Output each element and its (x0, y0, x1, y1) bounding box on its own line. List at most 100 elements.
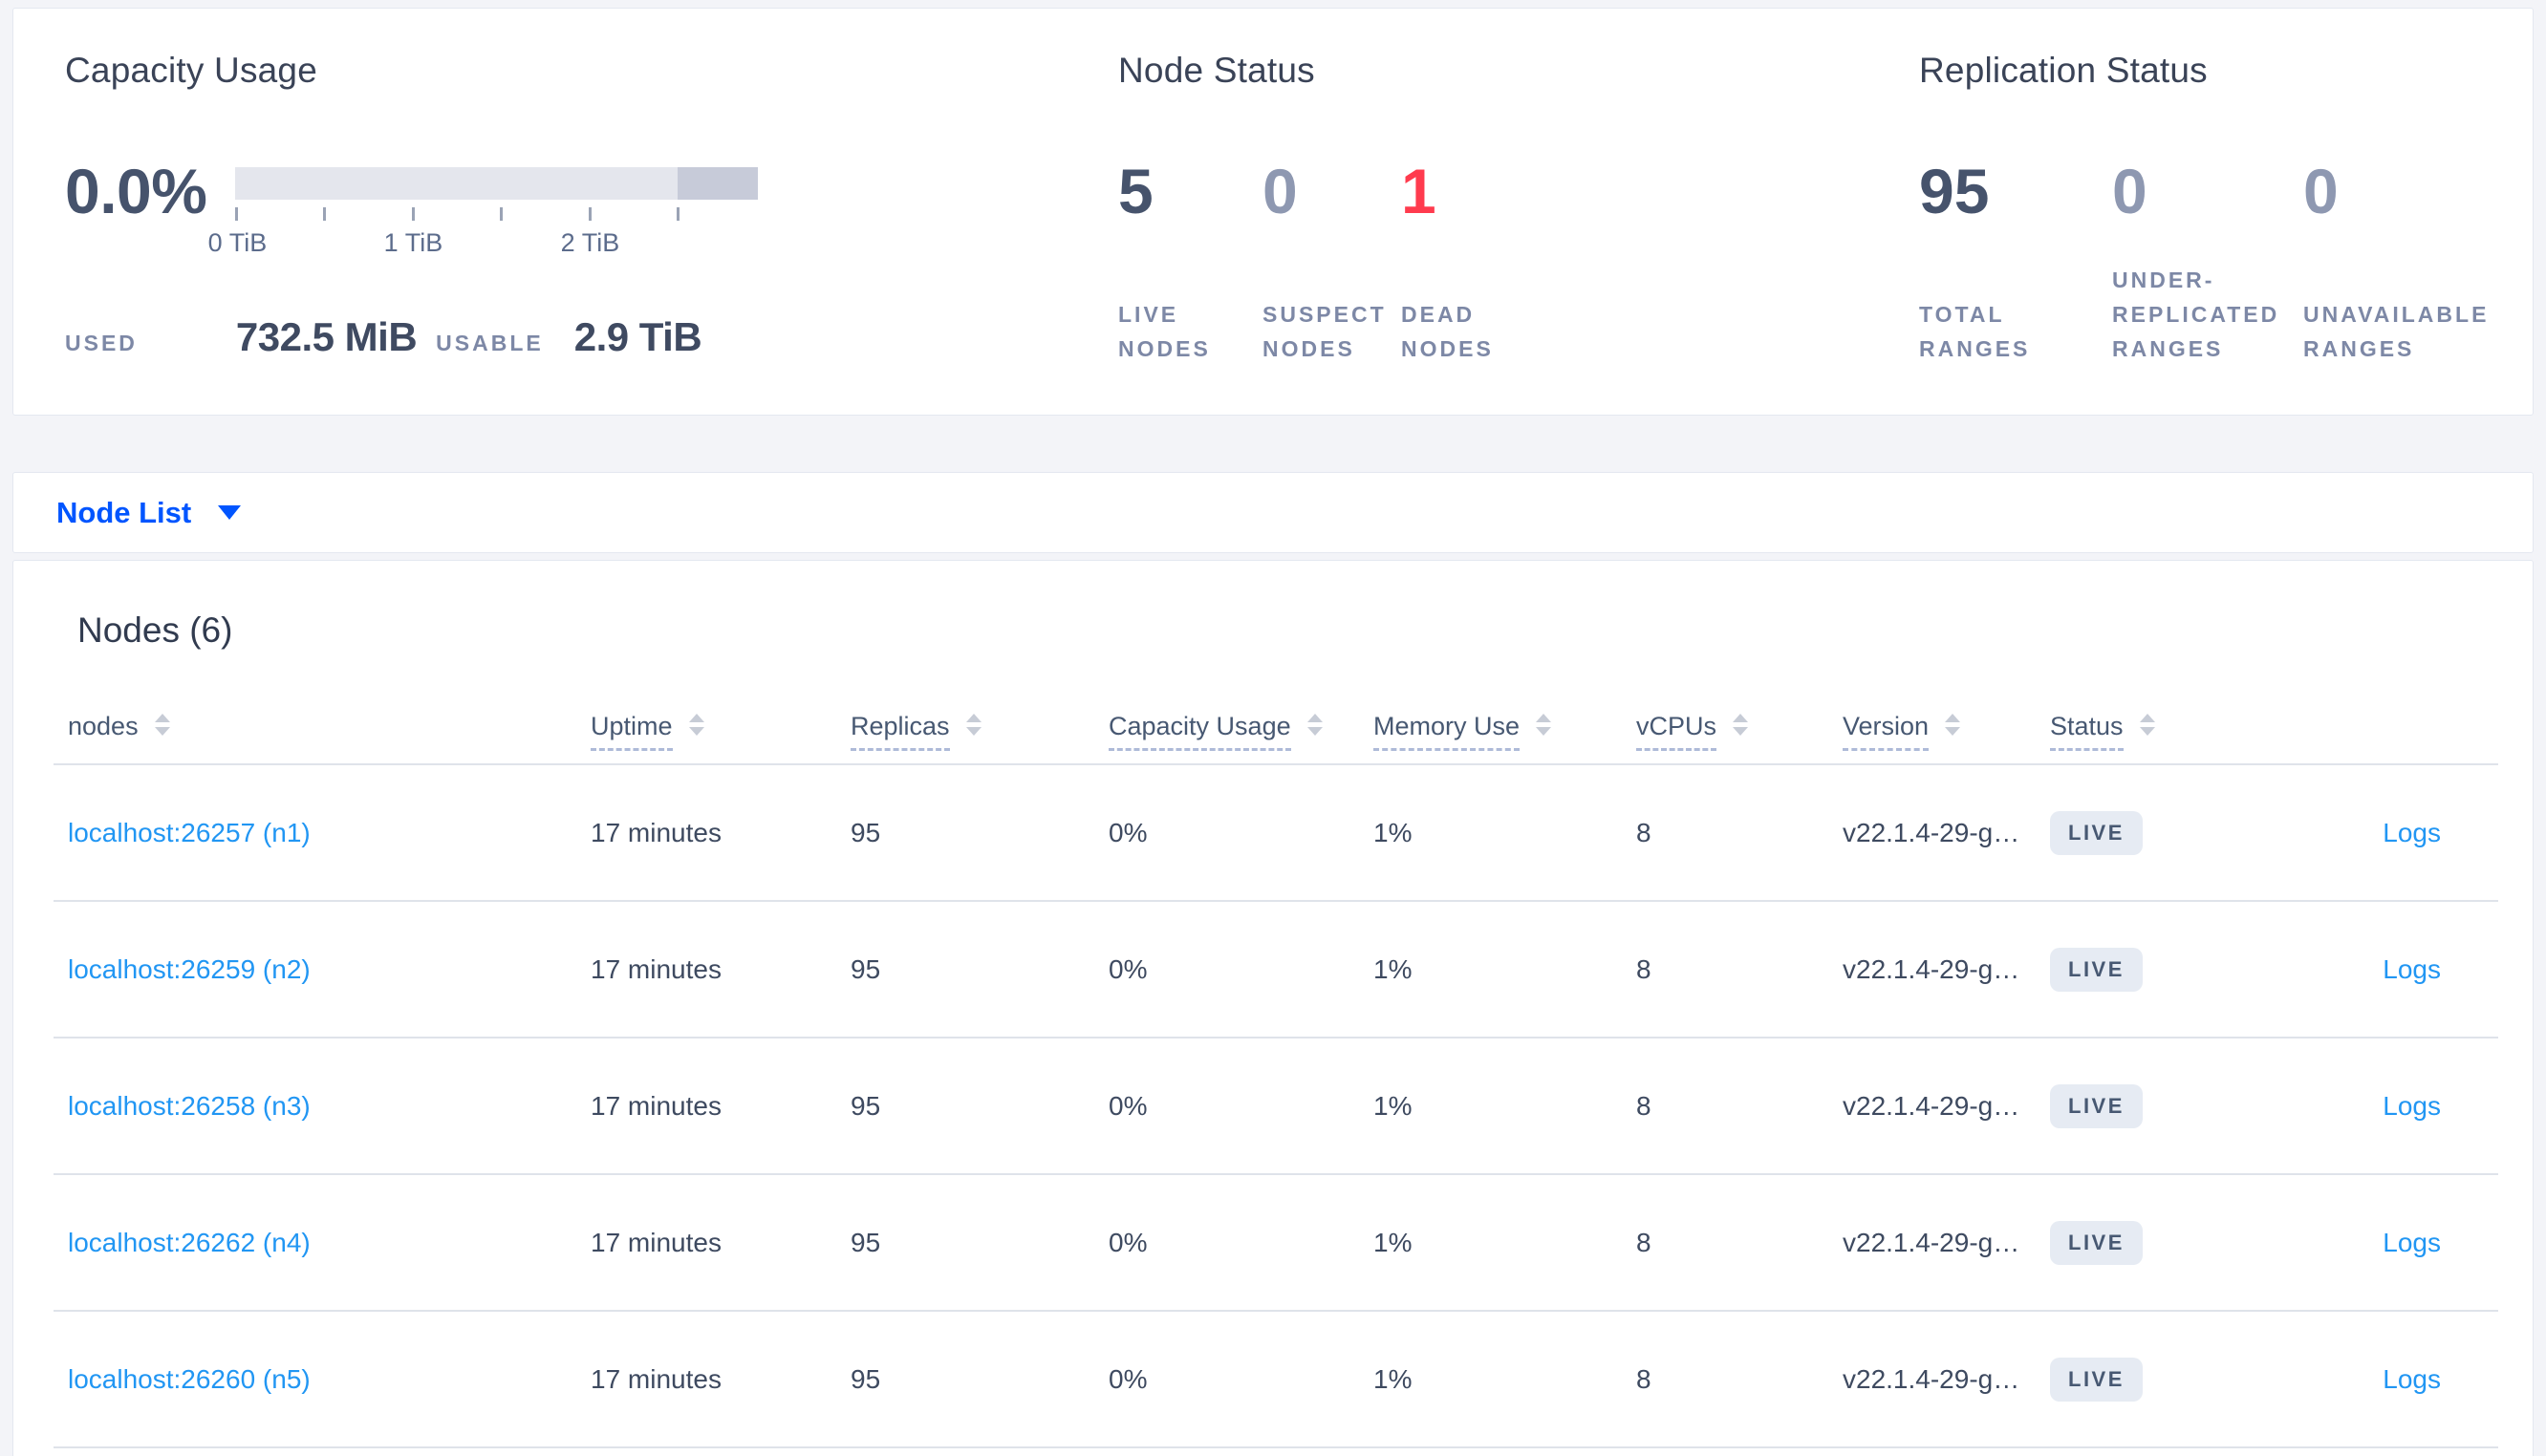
total-ranges-value: 95 (1919, 156, 1990, 226)
sort-icon[interactable] (1536, 713, 1552, 736)
vcpus-cell: 8 (1636, 1227, 1651, 1257)
node-link[interactable]: localhost:26262 (n4) (68, 1227, 311, 1257)
nodes-table-header: nodes Uptime Replicas Capacity Usage Mem… (54, 689, 2498, 765)
unavailable-ranges-metric: 0 UNAVAILABLE RANGES (2303, 160, 2509, 366)
node-link[interactable]: localhost:26258 (n3) (68, 1090, 311, 1121)
capacity-usage-cell: 0% (1109, 817, 1148, 847)
logs-link[interactable]: Logs (2383, 1090, 2441, 1121)
dead-nodes-metric: 1 DEAD NODES (1401, 160, 1564, 366)
status-badge: LIVE (2050, 1083, 2143, 1128)
table-row: localhost:26262 (n4) 17 minutes 95 0% 1%… (54, 1175, 2498, 1312)
node-link[interactable]: localhost:26259 (n2) (68, 953, 311, 984)
table-row: localhost:26258 (n3) 17 minutes 95 0% 1%… (54, 1038, 2498, 1175)
dead-nodes-label: DEAD NODES (1401, 302, 1494, 361)
version-cell: v22.1.4-29-g… (1843, 1363, 2020, 1394)
column-header-capacity-usage[interactable]: Capacity Usage (1109, 711, 1373, 751)
capacity-bar: 0 TiB 1 TiB 2 TiB (208, 167, 759, 257)
capacity-usage-cell: 0% (1109, 953, 1148, 984)
cluster-overview-panel: Capacity Usage 0.0% 0 TiB 1 TiB (12, 8, 2534, 416)
live-nodes-value: 5 (1118, 156, 1154, 226)
uptime-cell: 17 minutes (591, 1227, 722, 1257)
capacity-usage-cell: 0% (1109, 1363, 1148, 1394)
sort-icon[interactable] (1733, 713, 1749, 736)
column-header-nodes[interactable]: nodes (54, 712, 591, 741)
column-header-vcpus[interactable]: vCPUs (1636, 711, 1843, 751)
under-replicated-ranges-label: UNDER-REPLICATED RANGES (2112, 268, 2280, 361)
node-list-dropdown-label: Node List (56, 495, 192, 529)
column-header-version[interactable]: Version (1843, 711, 2050, 751)
capacity-usage-section: Capacity Usage 0.0% 0 TiB 1 TiB (65, 51, 1078, 360)
vcpus-cell: 8 (1636, 1090, 1651, 1121)
node-list-dropdown[interactable]: Node List (56, 495, 242, 530)
capacity-usage-title: Capacity Usage (65, 51, 317, 90)
replication-status-section: Replication Status 95 TOTAL RANGES 0 UND… (1919, 51, 2531, 366)
replicas-cell: 95 (851, 817, 881, 847)
version-cell: v22.1.4-29-g… (1843, 817, 2020, 847)
table-row: localhost:26260 (n5) 17 minutes 95 0% 1%… (54, 1312, 2498, 1448)
vcpus-cell: 8 (1636, 1363, 1651, 1394)
under-replicated-ranges-metric: 0 UNDER-REPLICATED RANGES (2112, 160, 2303, 366)
status-badge: LIVE (2050, 1357, 2143, 1402)
replicas-cell: 95 (851, 953, 881, 984)
live-nodes-metric: 5 LIVE NODES (1118, 160, 1262, 366)
table-row: localhost:26257 (n1) 17 minutes 95 0% 1%… (54, 765, 2498, 902)
status-badge: LIVE (2050, 810, 2143, 855)
chevron-down-icon (218, 505, 242, 520)
node-status-title: Node Status (1118, 51, 1315, 90)
version-cell: v22.1.4-29-g… (1843, 1090, 2020, 1121)
node-link[interactable]: localhost:26260 (n5) (68, 1363, 311, 1394)
column-header-status[interactable]: Status (2050, 711, 2260, 751)
nodes-table: nodes Uptime Replicas Capacity Usage Mem… (54, 689, 2498, 1448)
usable-label: USABLE (436, 331, 544, 355)
uptime-cell: 17 minutes (591, 1363, 722, 1394)
capacity-percent: 0.0% (65, 156, 207, 226)
capacity-bar-track (235, 167, 759, 200)
sort-icon[interactable] (2139, 713, 2155, 736)
uptime-cell: 17 minutes (591, 1090, 722, 1121)
capacity-bar-ticks (235, 205, 758, 221)
node-link[interactable]: localhost:26257 (n1) (68, 817, 311, 847)
replicas-cell: 95 (851, 1227, 881, 1257)
status-badge: LIVE (2050, 947, 2143, 992)
memory-use-cell: 1% (1373, 1090, 1413, 1121)
sort-icon[interactable] (1306, 713, 1323, 736)
column-header-memory-use[interactable]: Memory Use (1373, 711, 1636, 751)
sort-icon[interactable] (688, 713, 704, 736)
replicas-cell: 95 (851, 1090, 881, 1121)
suspect-nodes-metric: 0 SUSPECT NODES (1262, 160, 1401, 366)
memory-use-cell: 1% (1373, 1227, 1413, 1257)
column-header-uptime[interactable]: Uptime (591, 711, 851, 751)
vcpus-cell: 8 (1636, 817, 1651, 847)
unavailable-ranges-value: 0 (2303, 156, 2339, 226)
suspect-nodes-value: 0 (1262, 156, 1298, 226)
view-selector-bar: Node List (12, 472, 2534, 553)
node-status-section: Node Status 5 LIVE NODES 0 SUSPECT NODES… (1118, 51, 1883, 366)
sort-icon[interactable] (1945, 713, 1961, 736)
used-value: 732.5 MiB (235, 314, 418, 359)
uptime-cell: 17 minutes (591, 817, 722, 847)
tick-label-0tib: 0 TiB (207, 228, 268, 257)
logs-link[interactable]: Logs (2383, 953, 2441, 984)
logs-link[interactable]: Logs (2383, 817, 2441, 847)
tick-label-1tib: 1 TiB (383, 228, 443, 257)
memory-use-cell: 1% (1373, 953, 1413, 984)
unavailable-ranges-label: UNAVAILABLE RANGES (2303, 302, 2490, 361)
status-badge: LIVE (2050, 1220, 2143, 1265)
column-header-replicas[interactable]: Replicas (851, 711, 1109, 751)
uptime-cell: 17 minutes (591, 953, 722, 984)
used-label: USED (65, 331, 138, 355)
capacity-usage-cell: 0% (1109, 1227, 1148, 1257)
suspect-nodes-label: SUSPECT NODES (1262, 302, 1387, 361)
dead-nodes-value: 1 (1401, 156, 1436, 226)
logs-link[interactable]: Logs (2383, 1363, 2441, 1394)
capacity-usage-cell: 0% (1109, 1090, 1148, 1121)
memory-use-cell: 1% (1373, 1363, 1413, 1394)
total-ranges-label: TOTAL RANGES (1919, 302, 2031, 361)
sort-icon[interactable] (965, 713, 982, 736)
logs-link[interactable]: Logs (2383, 1227, 2441, 1257)
live-nodes-label: LIVE NODES (1118, 302, 1211, 361)
sort-icon[interactable] (154, 713, 170, 736)
replication-status-title: Replication Status (1919, 51, 2208, 90)
nodes-panel: Nodes (6) nodes Uptime Replicas Capacity… (12, 560, 2534, 1456)
table-row: localhost:26259 (n2) 17 minutes 95 0% 1%… (54, 902, 2498, 1038)
